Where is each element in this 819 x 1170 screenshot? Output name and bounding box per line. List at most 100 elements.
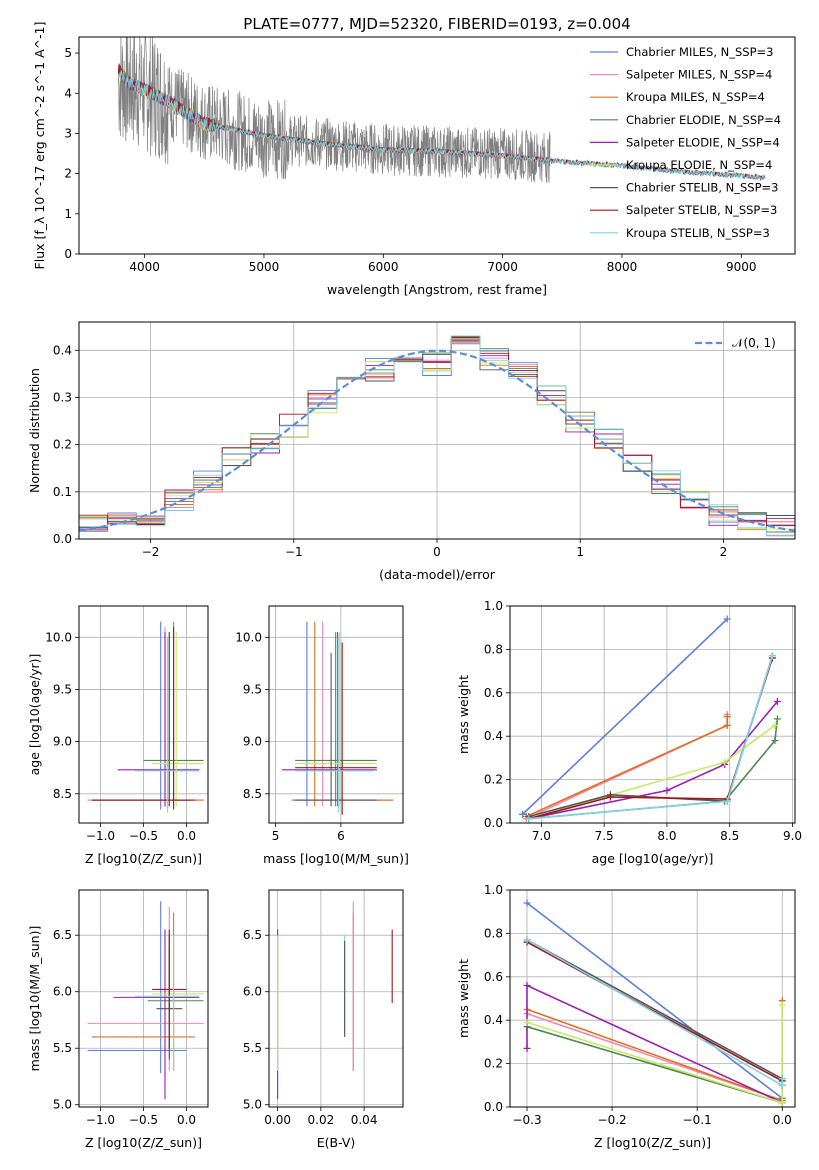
marker xyxy=(773,697,781,705)
legend-entry-5: Kroupa ELODIE, N_SSP=4 xyxy=(626,158,772,172)
panel-8: −0.3 −0.2 −0.1 0.0 0.0 0.2 0.4 0.6 0.8 1.0 Z [log1… xyxy=(456,883,796,1150)
y-tick-label: 2 xyxy=(64,167,72,181)
y-tick-label: 6.5 xyxy=(53,928,72,942)
marker xyxy=(723,797,731,805)
y-tick-label: 1.0 xyxy=(484,883,503,897)
plot-area xyxy=(87,901,204,1100)
series-line-0 xyxy=(522,618,728,815)
figure-title: PLATE=0777, MJD=52320, FIBERID=0193, z=0… xyxy=(243,15,630,33)
y-tick-label: 5 xyxy=(64,46,72,60)
x-tick-label: 0.04 xyxy=(351,1113,378,1127)
histogram-7 xyxy=(79,336,795,527)
marker xyxy=(523,936,531,944)
x-tick-label: 7000 xyxy=(487,260,518,274)
plot-area xyxy=(79,335,795,537)
y-tick-label: 0.2 xyxy=(484,773,503,787)
y-tick-label: 9.0 xyxy=(53,735,72,749)
x-tick-label: 9000 xyxy=(726,260,757,274)
y-axis-label: Flux [f_λ 10^-17 erg cm^-2 s^-1 A^-1] xyxy=(32,22,47,270)
marker xyxy=(723,615,731,623)
gaussian-curve xyxy=(79,349,795,532)
x-axis-label: (data-model)/error xyxy=(379,567,496,582)
y-tick-label: 6.0 xyxy=(53,985,72,999)
panel-4: 5 6 8.5 9.0 9.5 10.0 mass [log10(M/M_sun)] xyxy=(235,605,409,866)
y-tick-label: 0.2 xyxy=(484,1057,503,1071)
y-tick-label: 5.0 xyxy=(243,1098,262,1112)
panel-6: −1.0 −0.5 0.0 5.0 5.5 6.0 6.5 Z [log10(Z/Z_sun)… xyxy=(27,889,209,1150)
histogram-3 xyxy=(79,340,795,533)
panel-3: −1.0 −0.5 0.0 8.5 9.0 9.5 10.0 Z [log10(Z/Z_sun… xyxy=(27,605,209,866)
histogram-6 xyxy=(79,337,795,529)
x-tick-label: 9.0 xyxy=(783,829,802,843)
x-tick-label: 0.0 xyxy=(177,829,196,843)
y-axis-label: mass [log10(M/M_sun)] xyxy=(27,926,42,1072)
marker xyxy=(778,1001,786,1009)
axes-frame xyxy=(509,889,796,1108)
y-tick-label: 0.0 xyxy=(53,532,72,546)
legend-entry-4: Salpeter ELODIE, N_SSP=4 xyxy=(626,135,780,149)
y-tick-label: 10.0 xyxy=(45,630,72,644)
x-tick-label: −1 xyxy=(285,545,303,559)
panel-2: −2 −1 0 1 2 0.0 0.1 0.2 0.3 0.4 (data-model)/error… xyxy=(27,321,796,582)
y-tick-label: 5.5 xyxy=(243,1041,262,1055)
y-tick-label: 0.6 xyxy=(484,686,503,700)
y-tick-label: 6.5 xyxy=(243,928,262,942)
x-tick-label: 8.0 xyxy=(657,829,676,843)
axes-frame xyxy=(268,605,404,824)
histogram-4 xyxy=(79,339,795,530)
series-line-2 xyxy=(525,716,728,818)
legend-entry-6: Chabrier STELIB, N_SSP=3 xyxy=(626,181,778,195)
panel-1: 4000 5000 6000 7000 8000 9000 0 1 2 3 4 5 wavelength… xyxy=(32,22,796,297)
marker xyxy=(663,786,671,794)
axes-frame xyxy=(268,889,404,1108)
marker xyxy=(523,981,531,989)
plot-area xyxy=(277,901,393,1100)
y-axis-label: mass weight xyxy=(456,675,471,754)
panel-5: 7.0 7.5 8.0 8.5 9.0 0.0 0.2 0.4 0.6 0.8 1.0 age [lo… xyxy=(456,599,802,866)
marker xyxy=(519,810,527,818)
y-tick-label: 4 xyxy=(64,86,72,100)
y-tick-label: 0.0 xyxy=(484,816,503,830)
y-axis-label: Normed distribution xyxy=(27,368,42,493)
marker xyxy=(778,1081,786,1089)
model-line-8 xyxy=(117,70,766,181)
axes-frame xyxy=(509,605,796,824)
y-tick-label: 0.0 xyxy=(484,1100,503,1114)
marker xyxy=(771,737,779,745)
x-tick-label: −0.5 xyxy=(129,1113,158,1127)
x-tick-label: 8000 xyxy=(607,260,638,274)
legend-entry-gaussian: 𝒩(0, 1) xyxy=(732,336,776,350)
plot-area xyxy=(87,621,204,813)
x-tick-label: 1 xyxy=(576,545,584,559)
plot-area xyxy=(519,615,781,823)
marker xyxy=(771,721,779,729)
x-axis-label: Z [log10(Z/Z_sun)] xyxy=(85,851,202,866)
y-tick-label: 0.8 xyxy=(484,926,503,940)
plot-area xyxy=(523,899,786,1107)
plot-area xyxy=(117,37,766,183)
x-tick-label: 0 xyxy=(433,545,441,559)
y-tick-label: 9.0 xyxy=(243,735,262,749)
y-tick-label: 1 xyxy=(64,207,72,221)
y-tick-label: 0.4 xyxy=(484,1013,503,1027)
y-tick-label: 5.0 xyxy=(53,1098,72,1112)
y-tick-label: 0.3 xyxy=(53,390,72,404)
marker xyxy=(721,758,729,766)
histogram-8 xyxy=(79,335,795,537)
y-tick-label: 0.4 xyxy=(484,729,503,743)
x-axis-label: wavelength [Angstrom, rest frame] xyxy=(327,282,547,297)
x-tick-label: 5 xyxy=(272,829,280,843)
x-tick-label: 0.0 xyxy=(773,1113,792,1127)
y-tick-label: 0.6 xyxy=(484,970,503,984)
x-tick-label: −2 xyxy=(142,545,160,559)
x-tick-label: 0.0 xyxy=(177,1113,196,1127)
x-axis-label: E(B-V) xyxy=(317,1135,356,1150)
x-tick-label: 5000 xyxy=(249,260,280,274)
y-tick-label: 9.5 xyxy=(243,682,262,696)
series-line-4 xyxy=(526,984,783,1104)
x-tick-label: 0.00 xyxy=(264,1113,291,1127)
marker xyxy=(778,1099,786,1107)
x-tick-label: 4000 xyxy=(129,260,160,274)
y-tick-label: 10.0 xyxy=(235,630,262,644)
y-tick-label: 8.5 xyxy=(243,787,262,801)
